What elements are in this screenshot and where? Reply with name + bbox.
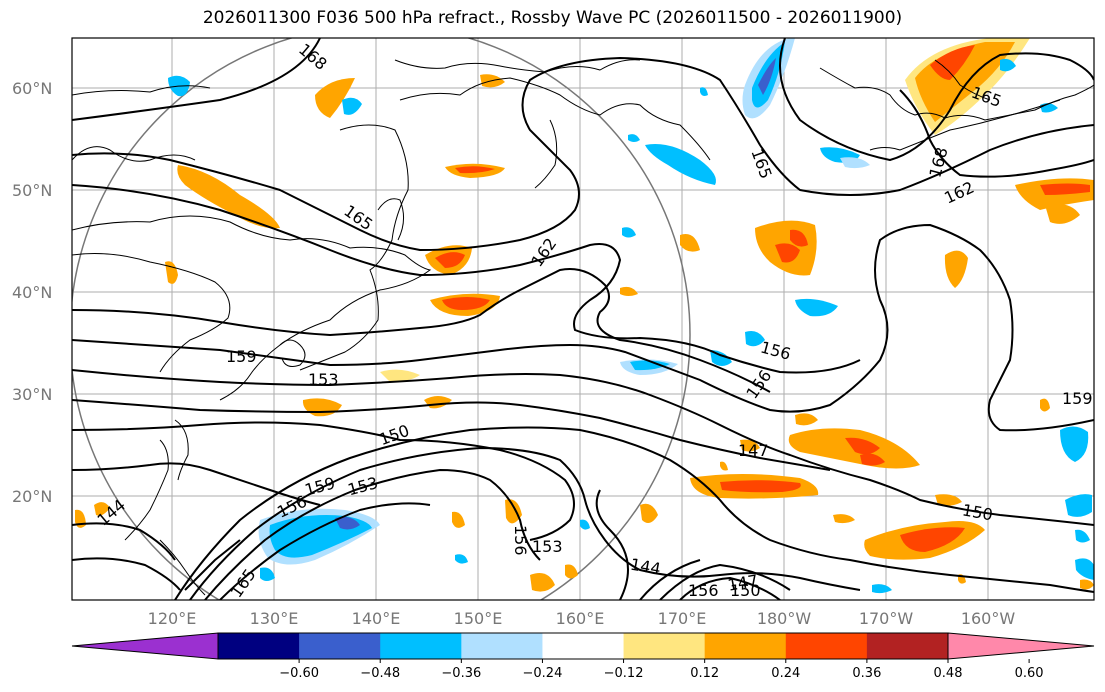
map-frame [71,37,1095,601]
colorbar-swatch [218,633,300,659]
lat-tick-label: 20°N [12,487,52,506]
colorbar-swatch [866,633,949,659]
lat-tick-label: 40°N [12,283,52,302]
lat-tick-label: 60°N [12,79,52,98]
colorbar-tick-label: −0.36 [441,666,481,681]
lon-tick-label: 140°E [352,609,401,628]
refractivity-contours [72,38,1094,600]
lon-tick-label: 170°W [859,609,914,628]
colorbar-swatch [704,633,787,659]
contour-label: 156 [511,525,530,556]
colorbar-tick-label: −0.12 [604,666,644,681]
lon-tick-label: 130°E [250,609,299,628]
colorbar-frame [217,632,949,660]
longitude-axis: 120°E 130°E 140°E 150°E 160°E 170°E 180°… [148,609,1016,628]
negative-anomaly-patches [168,38,1094,594]
colorbar-tick-label: 0.60 [1015,666,1044,681]
colorbar-extend-min [71,632,219,660]
contour-label: 156 [688,581,719,600]
colorbar-tick-label: −0.24 [523,666,563,681]
lat-tick-label: 50°N [12,181,52,200]
colorbar-swatch [461,633,543,659]
colorbar: −0.60 −0.48 −0.36 −0.24 −0.12 0.12 0.24 0.36 0.4… [71,632,1095,681]
contour-label: 147 [738,441,769,460]
contour-label: 153 [532,537,563,556]
positive-anomaly-patches [75,38,1094,592]
contour-label: 153 [308,370,339,389]
lon-tick-label: 150°E [454,609,503,628]
contour-label: 159 [1062,389,1093,408]
lon-tick-label: 170°E [658,609,707,628]
colorbar-swatch [785,633,868,659]
contour-label: 150 [730,581,761,600]
colorbar-swatch [380,633,462,659]
lon-tick-label: 180°W [757,609,812,628]
colorbar-tick-label: 0.36 [852,666,881,681]
lon-tick-label: 160°E [556,609,605,628]
lon-tick-label: 120°E [148,609,197,628]
colorbar-tick-label: −0.48 [360,666,400,681]
colorbar-tick-label: 0.24 [771,666,800,681]
colorbar-tick-label: −0.60 [279,666,319,681]
colorbar-tick-label: 0.48 [934,666,963,681]
map-area [72,38,1094,600]
coastlines [72,59,1094,596]
colorbar-swatch [542,633,625,659]
map-title: 2026011300 F036 500 hPa refract., Rossby… [202,8,903,28]
colorbar-swatch [623,633,706,659]
colorbar-extend-max [947,632,1095,660]
colorbar-tick-label: 0.12 [690,666,719,681]
lon-tick-label: 160°W [961,609,1016,628]
reference-circle [72,38,691,600]
contour-label: 159 [226,347,257,366]
lat-tick-label: 30°N [12,385,52,404]
latitude-axis: 60°N 50°N 40°N 30°N 20°N [12,79,52,506]
colorbar-swatch [299,633,381,659]
